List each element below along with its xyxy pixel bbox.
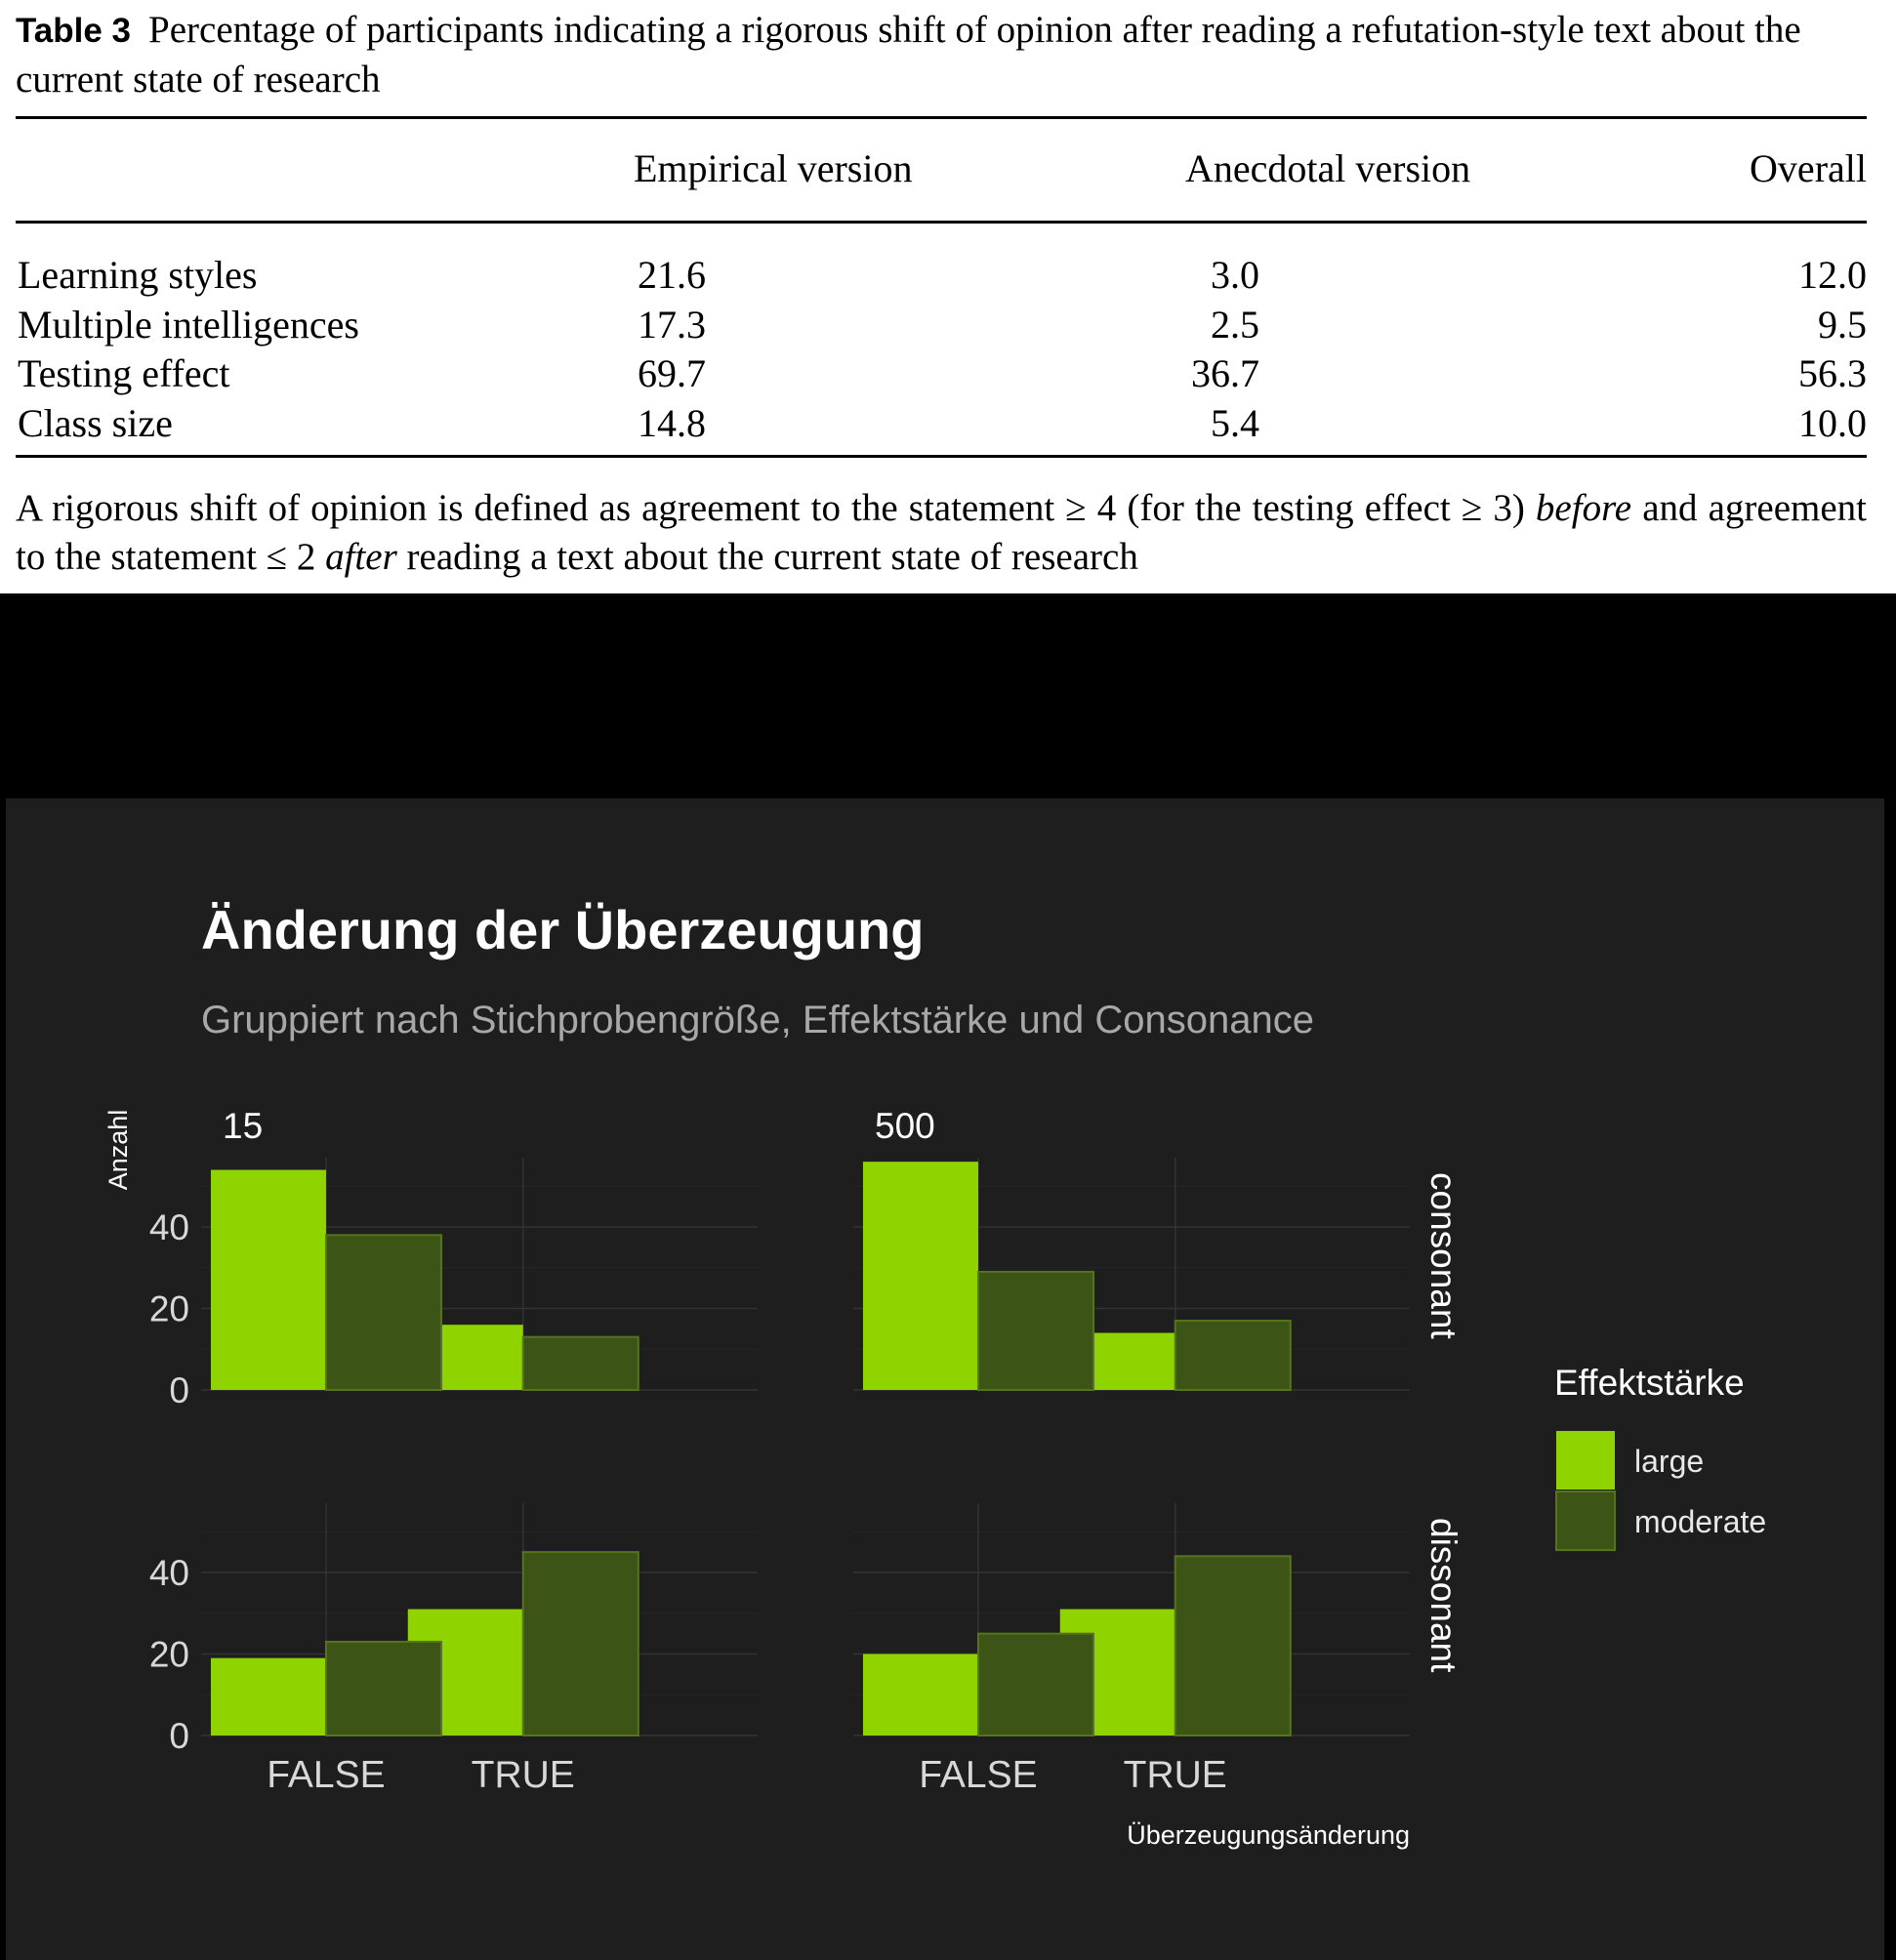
bar-large-500-dissonant-FALSE (862, 1654, 978, 1735)
bar-moderate-15-dissonant-TRUE (521, 1551, 639, 1737)
chart-panel: Änderung der Überzeugung Gruppiert nach … (6, 798, 1884, 1960)
table-cell: 56.3 (1798, 351, 1867, 395)
table-cell: 5.4 (1211, 401, 1259, 445)
bar-large-500-consonant-FALSE (862, 1162, 978, 1390)
table-caption: Table 3 Percentage of participants indica… (16, 6, 1867, 104)
legend-swatch-large (1556, 1431, 1615, 1490)
footnote-emphasis: after (325, 536, 397, 578)
table-cell: 3.0 (1211, 253, 1259, 297)
bar-moderate-15-dissonant-FALSE (324, 1640, 442, 1736)
y-axis-label: Anzahl (103, 1110, 133, 1191)
x-tick-label: TRUE (472, 1754, 575, 1796)
y-tick-label: 40 (149, 1207, 189, 1247)
table-header-rule (16, 221, 1867, 224)
table-document: Table 3 Percentage of participants indica… (0, 0, 1896, 593)
bar-moderate-500-consonant-FALSE (976, 1270, 1094, 1392)
y-tick-label: 20 (149, 1634, 189, 1674)
table-footnote: A rigorous shift of opinion is defined a… (16, 484, 1867, 582)
bar-moderate-500-dissonant-TRUE (1174, 1555, 1292, 1736)
legend-title: Effektstärke (1554, 1363, 1745, 1403)
chart-subtitle: Gruppiert nach Stichprobengröße, Effekts… (201, 999, 1314, 1041)
x-axis-label: Überzeugungsänderung (1127, 1820, 1410, 1850)
table-cell: 9.5 (1818, 303, 1867, 347)
bar-moderate-500-dissonant-FALSE (976, 1632, 1094, 1736)
facet-label-dissonant: dissonant (1423, 1518, 1463, 1673)
table-cell: 10.0 (1798, 401, 1867, 445)
facet-label-500: 500 (875, 1106, 935, 1146)
table-bottom-rule (16, 455, 1867, 458)
bar-moderate-15-consonant-TRUE (521, 1335, 639, 1391)
facet-label-15: 15 (223, 1106, 263, 1146)
x-tick-label: FALSE (919, 1754, 1037, 1796)
x-tick-label: FALSE (267, 1754, 385, 1796)
footnote-text: reading a text about the current state o… (396, 536, 1138, 578)
bar-large-15-dissonant-FALSE (210, 1657, 326, 1735)
table-cell: 69.7 (638, 351, 706, 395)
y-tick-label: 40 (149, 1553, 189, 1593)
bar-moderate-500-consonant-TRUE (1174, 1320, 1292, 1391)
table-cell: 2.5 (1211, 303, 1259, 347)
bar-large-15-consonant-FALSE (210, 1169, 326, 1390)
row-label: Learning styles (18, 253, 258, 297)
table-label: Table 3 (16, 12, 132, 50)
column-header-overall: Overall (1750, 146, 1867, 190)
table-cell: 14.8 (638, 401, 706, 445)
chart-title: Änderung der Überzeugung (201, 899, 924, 960)
legend-label-moderate: moderate (1634, 1504, 1766, 1539)
chart-svg: Änderung der Überzeugung Gruppiert nach … (103, 899, 1766, 1850)
footnote-text: A rigorous shift of opinion is defined a… (16, 487, 1536, 529)
table-cell: 21.6 (638, 253, 706, 297)
column-header-empirical: Empirical version (634, 146, 913, 190)
table-caption-text: Percentage of participants indicating a … (16, 9, 1801, 101)
facet-label-consonant: consonant (1423, 1172, 1463, 1339)
bar-moderate-15-consonant-FALSE (324, 1234, 442, 1392)
table-cell: 36.7 (1191, 351, 1259, 395)
y-tick-label: 0 (169, 1716, 189, 1756)
legend-swatch-moderate (1555, 1490, 1616, 1551)
row-label: Testing effect (18, 351, 230, 395)
row-label: Class size (18, 401, 173, 445)
table-cell: 12.0 (1798, 253, 1867, 297)
y-tick-label: 20 (149, 1288, 189, 1328)
footnote-emphasis: before (1535, 487, 1632, 529)
column-header-anecdotal: Anecdotal version (1185, 146, 1471, 190)
footnote-text: and agreement to the statement ≤ 2 (16, 487, 1867, 578)
table-top-rule (16, 116, 1867, 119)
legend-label-large: large (1634, 1444, 1704, 1479)
plot-area: 0 20 40 15 500 consonant 0 20 40 FALSE TRUE FALSE TR… (103, 1106, 1766, 1850)
x-tick-label: TRUE (1124, 1754, 1227, 1796)
y-tick-label: 0 (169, 1370, 189, 1410)
row-label: Multiple intelligences (18, 303, 359, 347)
table-cell: 17.3 (638, 303, 706, 347)
